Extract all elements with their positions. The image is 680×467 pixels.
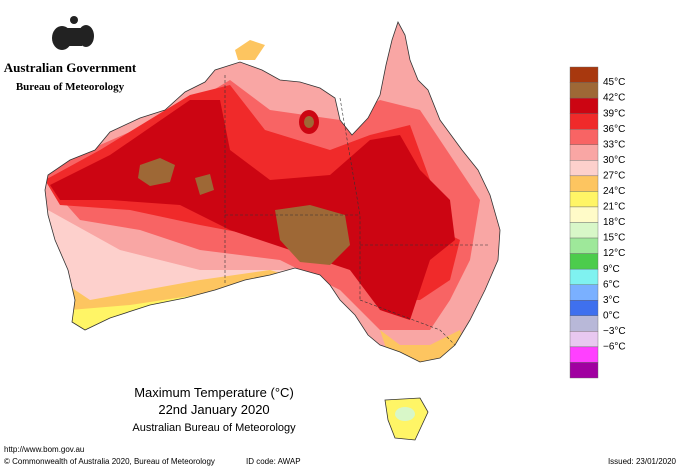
legend-swatch — [569, 128, 599, 145]
legend-label: 27°C — [603, 170, 625, 181]
legend-swatch — [569, 268, 599, 285]
legend-label: 39°C — [603, 108, 625, 119]
legend-swatch — [569, 191, 599, 208]
coastline — [44, 20, 501, 363]
legend-label: 30°C — [603, 155, 625, 166]
legend-label: 42°C — [603, 93, 625, 104]
legend-label: 33°C — [603, 139, 625, 150]
legend-swatch — [569, 284, 599, 301]
legend-swatch — [569, 331, 599, 348]
legend-label: 24°C — [603, 186, 625, 197]
legend-label: 18°C — [603, 217, 625, 228]
legend-label: 45°C — [603, 77, 625, 88]
map-agency: Australian Bureau of Meteorology — [132, 422, 296, 434]
legend-label: 9°C — [603, 264, 620, 275]
footer-url: http://www.bom.gov.au — [4, 445, 84, 454]
bureau-name: Bureau of Meteorology — [16, 81, 125, 93]
legend-swatch — [569, 113, 599, 130]
legend-swatch — [569, 315, 599, 332]
legend-label: 36°C — [603, 124, 625, 135]
map-date: 22nd January 2020 — [158, 402, 269, 417]
legend-label: 6°C — [603, 279, 620, 290]
legend-swatch — [569, 97, 599, 114]
legend-label: 3°C — [603, 295, 620, 306]
legend-label: 12°C — [603, 248, 625, 259]
legend-label: −3°C — [603, 326, 626, 337]
legend-swatch — [569, 300, 599, 317]
footer-copyright: © Commonwealth of Australia 2020, Bureau… — [4, 457, 215, 466]
legend-swatch — [569, 253, 599, 270]
legend: 45°C 42°C 39°C 36°C 33°C 30°C 27°C 24°C 21°C 18°C… — [569, 66, 626, 379]
map-title: Maximum Temperature (°C) — [134, 385, 294, 400]
legend-swatch — [569, 346, 599, 363]
legend-swatch — [569, 222, 599, 239]
legend-swatch — [569, 237, 599, 254]
state-borders — [224, 75, 490, 346]
government-name: Australian Government — [4, 60, 137, 75]
legend-swatch — [569, 175, 599, 192]
legend-swatch — [569, 66, 599, 83]
legend-swatch — [569, 82, 599, 99]
coat-of-arms — [52, 16, 94, 50]
tiwi-islands — [235, 40, 265, 60]
legend-swatch — [569, 160, 599, 177]
footer-id-code: ID code: AWAP — [246, 457, 301, 466]
legend-swatch — [569, 206, 599, 223]
legend-swatch — [569, 144, 599, 161]
legend-label: 21°C — [603, 202, 625, 213]
legend-label: 15°C — [603, 233, 625, 244]
tasmania-cool-zone — [395, 407, 415, 421]
legend-swatch — [569, 362, 599, 379]
footer-issued: Issued: 23/01/2020 — [608, 457, 677, 466]
legend-label: −6°C — [603, 342, 626, 353]
legend-label: 0°C — [603, 310, 620, 321]
